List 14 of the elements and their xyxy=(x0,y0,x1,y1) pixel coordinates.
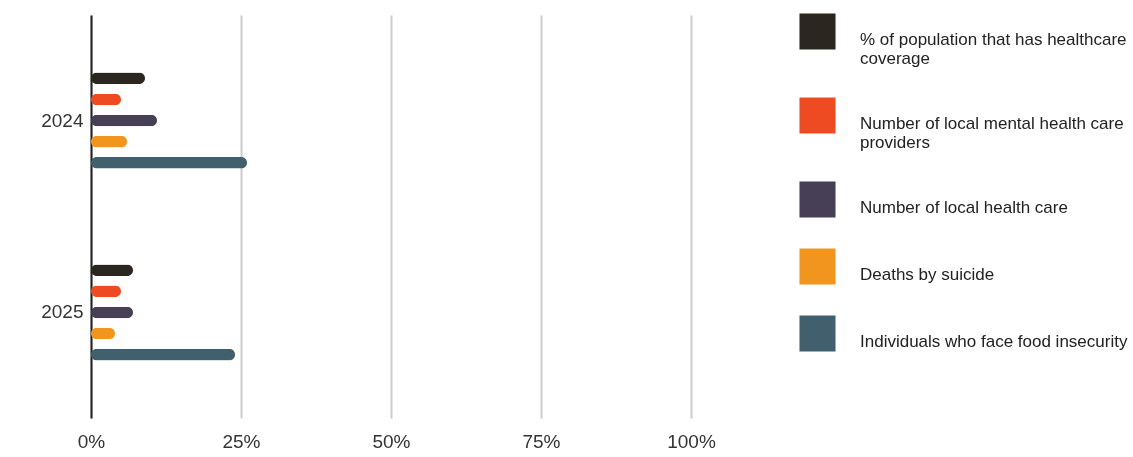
y-tick-label: 2025 xyxy=(41,301,84,323)
legend-label: Number of local mental health care providers xyxy=(860,113,1124,152)
y-tick-label: 2024 xyxy=(41,109,84,131)
x-tick-label: 0% xyxy=(77,430,106,452)
bar xyxy=(91,156,247,169)
x-tick-label: 75% xyxy=(522,430,561,452)
legend-label: Number of local health care xyxy=(860,197,1068,217)
legend-label: % of population that has healthcare coverage xyxy=(860,29,1127,68)
legend-label: Individuals who face food insecurity xyxy=(860,331,1128,351)
bar xyxy=(91,348,235,361)
x-tick-label: 25% xyxy=(222,430,261,452)
x-tick-label: 100% xyxy=(667,430,716,452)
legend-label: Deaths by suicide xyxy=(860,264,995,284)
x-tick-label: 50% xyxy=(372,430,411,452)
